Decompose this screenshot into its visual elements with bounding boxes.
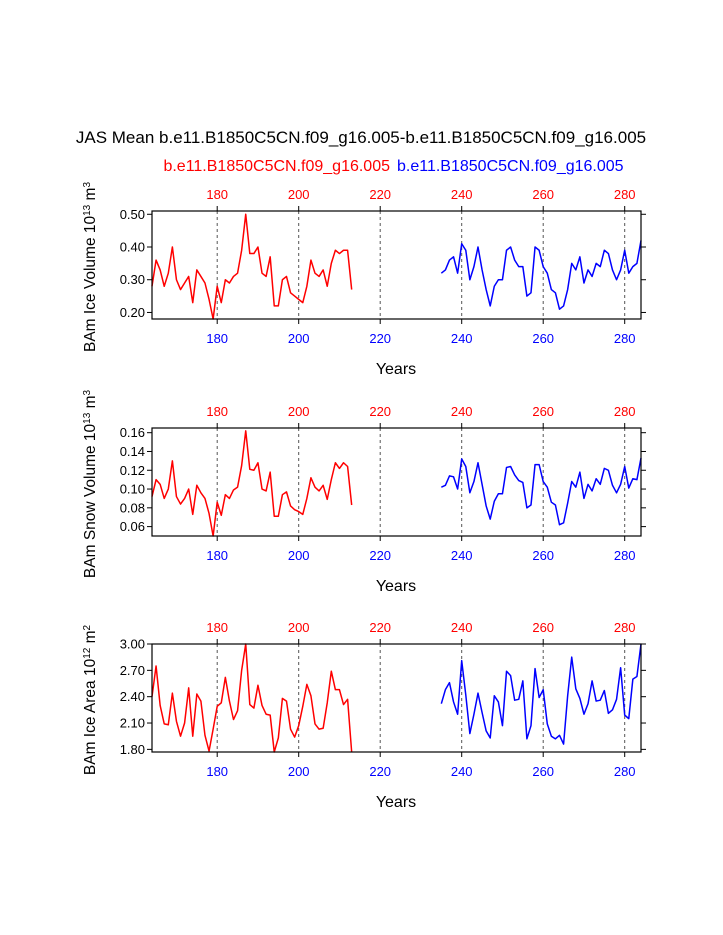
x-tick-label-bottom: 220: [369, 548, 391, 563]
y-tick-label: 0.30: [120, 272, 145, 287]
y-tick-label: 0.06: [120, 519, 145, 534]
y-axis-title: BAm Ice Area 1012 m2: [82, 624, 100, 775]
x-tick-label-bottom: 220: [369, 331, 391, 346]
x-tick-label-top: 180: [206, 404, 228, 419]
x-tick-label-bottom: 240: [451, 331, 473, 346]
x-tick-label-bottom: 240: [451, 764, 473, 779]
x-axis-title: Years: [376, 794, 416, 811]
y-tick-label: 0.50: [120, 207, 145, 222]
x-tick-label-bottom: 180: [206, 331, 228, 346]
y-tick-label: 0.14: [120, 444, 145, 459]
x-tick-label-top: 260: [532, 620, 554, 635]
legend-blue-label: b.e11.B1850C5CN.f09_g16.005: [397, 158, 624, 175]
x-axis-title: Years: [376, 578, 416, 595]
y-tick-label: 2.10: [120, 716, 145, 731]
y-tick-label: 0.08: [120, 500, 145, 515]
y-tick-label: 1.80: [120, 742, 145, 757]
chart-panel-3: 1.80 2.10 2.40 2.70 3.00 180 200 220 240 260 280 18…: [82, 620, 646, 811]
series-line-red: [151, 430, 353, 537]
x-tick-label-bottom: 200: [288, 331, 310, 346]
series-line-red: [151, 643, 353, 753]
y-tick-label: 2.40: [120, 689, 145, 704]
x-tick-label-top: 220: [369, 620, 391, 635]
y-tick-label: 0.16: [120, 425, 145, 440]
y-tick-label: 3.00: [120, 637, 145, 652]
chart-panel-2: 0.06 0.08 0.10 0.12 0.14 0.16 180 200 220 240 260 2…: [82, 389, 646, 595]
y-tick-label: 0.40: [120, 240, 145, 255]
x-tick-label-top: 200: [288, 404, 310, 419]
x-tick-label-bottom: 200: [288, 548, 310, 563]
series-line-blue: [440, 643, 642, 745]
y-tick-label: 0.10: [120, 482, 145, 497]
plot-frame: [151, 210, 642, 320]
x-tick-label-top: 280: [614, 187, 636, 202]
y-axis-title: BAm Ice Volume 1013 m3: [82, 182, 100, 352]
x-tick-label-top: 200: [288, 187, 310, 202]
x-tick-label-top: 180: [206, 620, 228, 635]
x-tick-label-top: 180: [206, 187, 228, 202]
series-line-blue: [441, 457, 642, 526]
x-tick-label-top: 260: [532, 404, 554, 419]
x-tick-label-bottom: 260: [532, 764, 554, 779]
series-line-red: [151, 213, 353, 320]
x-tick-label-bottom: 200: [288, 764, 310, 779]
y-tick-label: 0.20: [120, 305, 145, 320]
x-tick-label-top: 280: [614, 620, 636, 635]
plot-frame: [151, 643, 642, 753]
plot-frame: [151, 427, 642, 537]
x-tick-label-top: 240: [451, 187, 473, 202]
x-tick-label-bottom: 280: [614, 548, 636, 563]
legend-red-label: b.e11.B1850C5CN.f09_g16.005: [163, 158, 390, 175]
x-tick-label-bottom: 180: [206, 548, 228, 563]
figure-title: JAS Mean b.e11.B1850C5CN.f09_g16.005-b.e…: [76, 128, 646, 147]
series-line-blue: [440, 240, 642, 310]
x-tick-label-top: 240: [451, 404, 473, 419]
x-tick-label-top: 280: [614, 404, 636, 419]
x-tick-label-bottom: 280: [614, 331, 636, 346]
x-tick-label-bottom: 280: [614, 764, 636, 779]
chart-panel-1: 0.20 0.30 0.40 0.50 180 200 220 240 260 280 180 200…: [82, 182, 646, 378]
x-tick-label-bottom: 260: [532, 548, 554, 563]
x-tick-label-bottom: 180: [206, 764, 228, 779]
y-tick-label: 0.12: [120, 463, 145, 478]
x-tick-label-top: 200: [288, 620, 310, 635]
x-tick-label-top: 220: [369, 404, 391, 419]
x-tick-label-top: 220: [369, 187, 391, 202]
chart-panels: 0.20 0.30 0.40 0.50 180 200 220 240 260 280 180 200…: [82, 182, 646, 811]
x-tick-label-top: 260: [532, 187, 554, 202]
y-axis-title: BAm Snow Volume 1013 m3: [82, 389, 100, 578]
x-tick-label-bottom: 220: [369, 764, 391, 779]
x-axis-title: Years: [376, 361, 416, 378]
y-tick-label: 2.70: [120, 663, 145, 678]
x-tick-label-bottom: 260: [532, 331, 554, 346]
x-tick-label-bottom: 240: [451, 548, 473, 563]
x-tick-label-top: 240: [451, 620, 473, 635]
